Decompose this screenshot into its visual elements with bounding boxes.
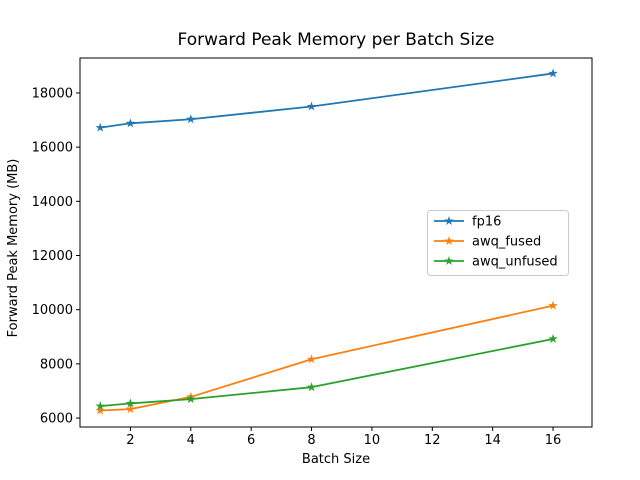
y-tick-label: 8000: [40, 357, 73, 372]
legend-marker-fp16: [444, 216, 454, 226]
x-tick-label: 4: [187, 433, 195, 448]
marker-star-awq_unfused: [306, 382, 317, 392]
marker-star-awq_fused: [95, 405, 105, 415]
x-axis-label: Batch Size: [302, 452, 370, 467]
chart-title: Forward Peak Memory per Batch Size: [178, 30, 495, 50]
y-tick-label: 6000: [40, 412, 73, 427]
marker-star-fp16: [186, 114, 196, 124]
x-tick-label: 8: [307, 433, 315, 448]
legend-frame: [427, 210, 569, 276]
legend-marker-awq_unfused: [444, 256, 454, 266]
marker-star-awq_unfused: [95, 401, 105, 411]
series-layer: [95, 68, 558, 415]
x-tick-label: 16: [545, 433, 562, 448]
legend: fp16 awq_fused awq_unfused: [427, 210, 569, 276]
legend-marker-awq_fused: [444, 236, 454, 246]
marker-star-fp16: [95, 122, 105, 132]
marker-star-awq_fused: [306, 354, 317, 364]
y-tick-label: 10000: [32, 303, 73, 318]
x-tick-label: 14: [484, 433, 501, 448]
marker-star-awq_unfused: [125, 398, 136, 408]
x-tick-label: 6: [247, 433, 255, 448]
marker-star-fp16: [306, 101, 317, 111]
marker-star-awq_fused: [548, 300, 558, 310]
legend-label-awq_fused: awq_fused: [472, 235, 541, 250]
marker-star-fp16: [125, 118, 136, 128]
marker-star-awq_fused: [125, 404, 136, 414]
marker-star-awq_unfused: [186, 394, 196, 404]
y-tick-label: 12000: [32, 249, 73, 264]
legend-label-awq_unfused: awq_unfused: [472, 255, 558, 270]
y-tick-label: 14000: [32, 195, 73, 210]
y-tick-label: 16000: [32, 141, 73, 156]
y-tick-label: 18000: [32, 86, 73, 101]
marker-star-fp16: [548, 68, 558, 78]
y-axis-label: Forward Peak Memory (MB): [6, 159, 21, 338]
legend-label-fp16: fp16: [472, 215, 501, 230]
x-tick-label: 2: [126, 433, 134, 448]
x-tick-label: 12: [424, 433, 441, 448]
x-tick-label: 10: [364, 433, 381, 448]
marker-star-awq_unfused: [548, 333, 558, 343]
